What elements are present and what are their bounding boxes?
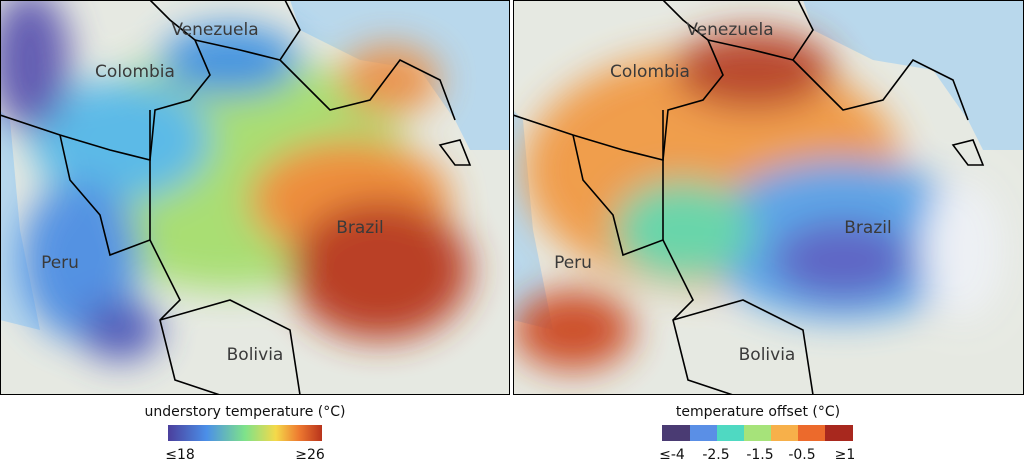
country-label: Colombia bbox=[610, 62, 690, 82]
country-label: Peru bbox=[41, 253, 79, 273]
country-label: Bolivia bbox=[227, 345, 284, 365]
legend-tick: ≤-4 bbox=[659, 447, 685, 463]
country-label: Bolivia bbox=[739, 345, 796, 365]
legend-title: temperature offset (°C) bbox=[676, 404, 840, 420]
colorbar bbox=[168, 425, 322, 441]
country-label: Peru bbox=[554, 253, 592, 273]
country-label: Colombia bbox=[95, 62, 175, 82]
country-label: Venezuela bbox=[686, 20, 773, 40]
country-label: Brazil bbox=[844, 218, 891, 238]
panel-frame bbox=[0, 0, 510, 395]
country-label: Brazil bbox=[336, 218, 383, 238]
legend-tick: ≥1 bbox=[835, 447, 856, 463]
legend-tick: -1.5 bbox=[746, 447, 773, 463]
map-panel-right bbox=[513, 0, 1023, 395]
legend-tick: -0.5 bbox=[788, 447, 815, 463]
legend-tick: ≥26 bbox=[295, 447, 325, 463]
legend-tick: ≤18 bbox=[165, 447, 195, 463]
country-label: Venezuela bbox=[171, 20, 258, 40]
colorbar bbox=[662, 425, 853, 441]
map-panel-left bbox=[0, 0, 510, 395]
legend-title: understory temperature (°C) bbox=[145, 404, 346, 420]
legend-tick: -2.5 bbox=[702, 447, 729, 463]
